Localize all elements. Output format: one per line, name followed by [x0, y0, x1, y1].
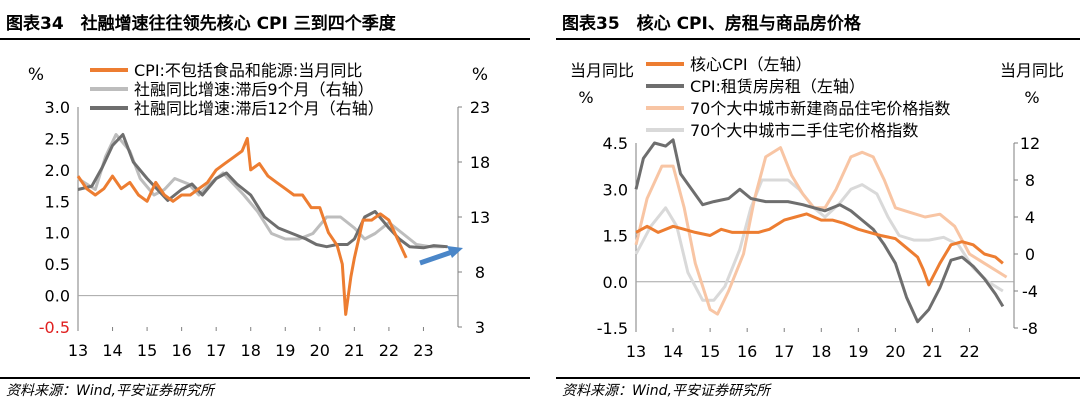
x-tick-label: 17 [206, 341, 226, 360]
y-tick-label-right: 23 [470, 98, 490, 117]
source-divider [0, 377, 530, 379]
y-tick-label-right: 12 [1020, 134, 1040, 153]
y-tick-label-right: -4 [1022, 282, 1038, 301]
source-divider [556, 377, 1080, 379]
x-tick-label: 15 [137, 341, 157, 360]
y-tick-label-left: 1.5 [603, 227, 628, 246]
chart-title-bar: 图表35 核心 CPI、房租与商品房价格 [556, 0, 1080, 40]
x-tick-label: 14 [663, 342, 683, 361]
y-axis-unit-right-line2: % [1024, 88, 1039, 107]
y-tick-label-left: 4.5 [603, 134, 628, 153]
y-tick-label-left: 0.0 [45, 287, 70, 306]
y-axis-unit-left-line1: 当月同比 [570, 61, 634, 80]
series-line [634, 138, 1005, 324]
y-tick-label-right: 8 [475, 263, 485, 282]
chart-panel-left: 图表34 社融增速往往领先核心 CPI 三到四个季度 -0.5 0.0 0.5 1.0… [0, 0, 530, 411]
legend-label: 70个大中城市二手住宅价格指数 [690, 121, 918, 140]
legend-label: CPI:不包括食品和能源:当月同比 [134, 61, 362, 80]
y-tick-label-left: 3.0 [603, 180, 628, 199]
trend-arrow-shaft [419, 249, 453, 266]
series-line [76, 136, 408, 316]
y-axis-unit-right: % [472, 65, 488, 85]
y-tick-label-left: 0.0 [603, 273, 628, 292]
y-tick-label-left: 2.5 [45, 129, 70, 148]
x-tick-label: 15 [700, 342, 720, 361]
y-tick-label-right: 18 [470, 153, 490, 172]
legend-label: 核心CPI（左轴） [690, 55, 812, 74]
legend-label: CPI:租赁房房租（左轴） [690, 77, 865, 96]
source-note: 资料来源：Wind,平安证券研究所 [562, 383, 770, 399]
x-tick-label: 17 [774, 342, 794, 361]
legend-label: 社融同比增速:滞后12个月（右轴） [134, 99, 384, 118]
x-tick-label: 13 [68, 341, 88, 360]
y-tick-label-right: 0 [1025, 245, 1035, 264]
x-tick-label: 20 [885, 342, 905, 361]
y-tick-label-right: 4 [1025, 208, 1035, 227]
x-tick-label: 18 [811, 342, 831, 361]
legend-label: 社融同比增速:滞后9个月（右轴） [134, 80, 374, 99]
chart-title: 图表34 社融增速往往领先核心 CPI 三到四个季度 [6, 14, 396, 34]
y-tick-label-right: -8 [1022, 319, 1038, 338]
y-tick-label-right: 3 [475, 318, 485, 337]
chart-right-svg: -1.5 0.0 1.5 3.0 4.5 -8 -4 0 4 8 12 13 14 15 16 17 18 19 2… [570, 55, 1064, 361]
x-tick-label: 19 [848, 342, 868, 361]
legend-label: 70个大中城市新建商品住宅价格指数 [690, 99, 950, 118]
x-tick-label: 21 [344, 341, 364, 360]
y-tick-label-left: 3.0 [45, 98, 70, 117]
y-tick-label-left: 0.5 [45, 255, 70, 274]
chart-panel-right: 图表35 核心 CPI、房租与商品房价格 -1.5 0.0 1.5 3.0 4.5 -8-… [556, 0, 1080, 411]
chart-left-svg: -0.5 0.0 0.5 1.0 1.5 2.0 2.5 3.0 3 8 13 18 23 13 14 15 1… [28, 61, 490, 360]
y-tick-label-left: -0.5 [39, 318, 70, 337]
y-tick-label-left: -1.5 [597, 319, 628, 338]
chart-title-bar: 图表34 社融增速往往领先核心 CPI 三到四个季度 [0, 0, 530, 40]
y-tick-label-left: 1.0 [45, 224, 70, 243]
x-tick-label: 14 [102, 341, 122, 360]
x-tick-label: 20 [310, 341, 330, 360]
x-tick-label: 21 [922, 342, 942, 361]
y-tick-label-left: 1.5 [45, 192, 70, 211]
x-tick-label: 16 [737, 342, 757, 361]
x-tick-label: 23 [413, 341, 433, 360]
series-line [635, 212, 1004, 287]
trend-arrow-head [447, 246, 463, 258]
x-tick-label: 18 [241, 341, 261, 360]
series-line [77, 133, 448, 250]
y-tick-label-left: 2.0 [45, 161, 70, 180]
y-tick-label-right: 13 [470, 208, 490, 227]
y-axis-unit-left-line2: % [578, 88, 593, 107]
x-tick-label: 16 [171, 341, 191, 360]
y-axis-unit-right-line1: 当月同比 [1000, 61, 1064, 80]
x-tick-label: 22 [379, 341, 399, 360]
y-tick-label-right: 8 [1025, 171, 1035, 190]
x-tick-label: 19 [275, 341, 295, 360]
series-line [77, 133, 445, 249]
y-axis-unit-left: % [28, 65, 44, 85]
source-note: 资料来源：Wind,平安证券研究所 [6, 383, 214, 399]
chart-title: 图表35 核心 CPI、房租与商品房价格 [562, 14, 861, 34]
x-tick-label: 13 [626, 342, 646, 361]
x-tick-label: 22 [959, 342, 979, 361]
